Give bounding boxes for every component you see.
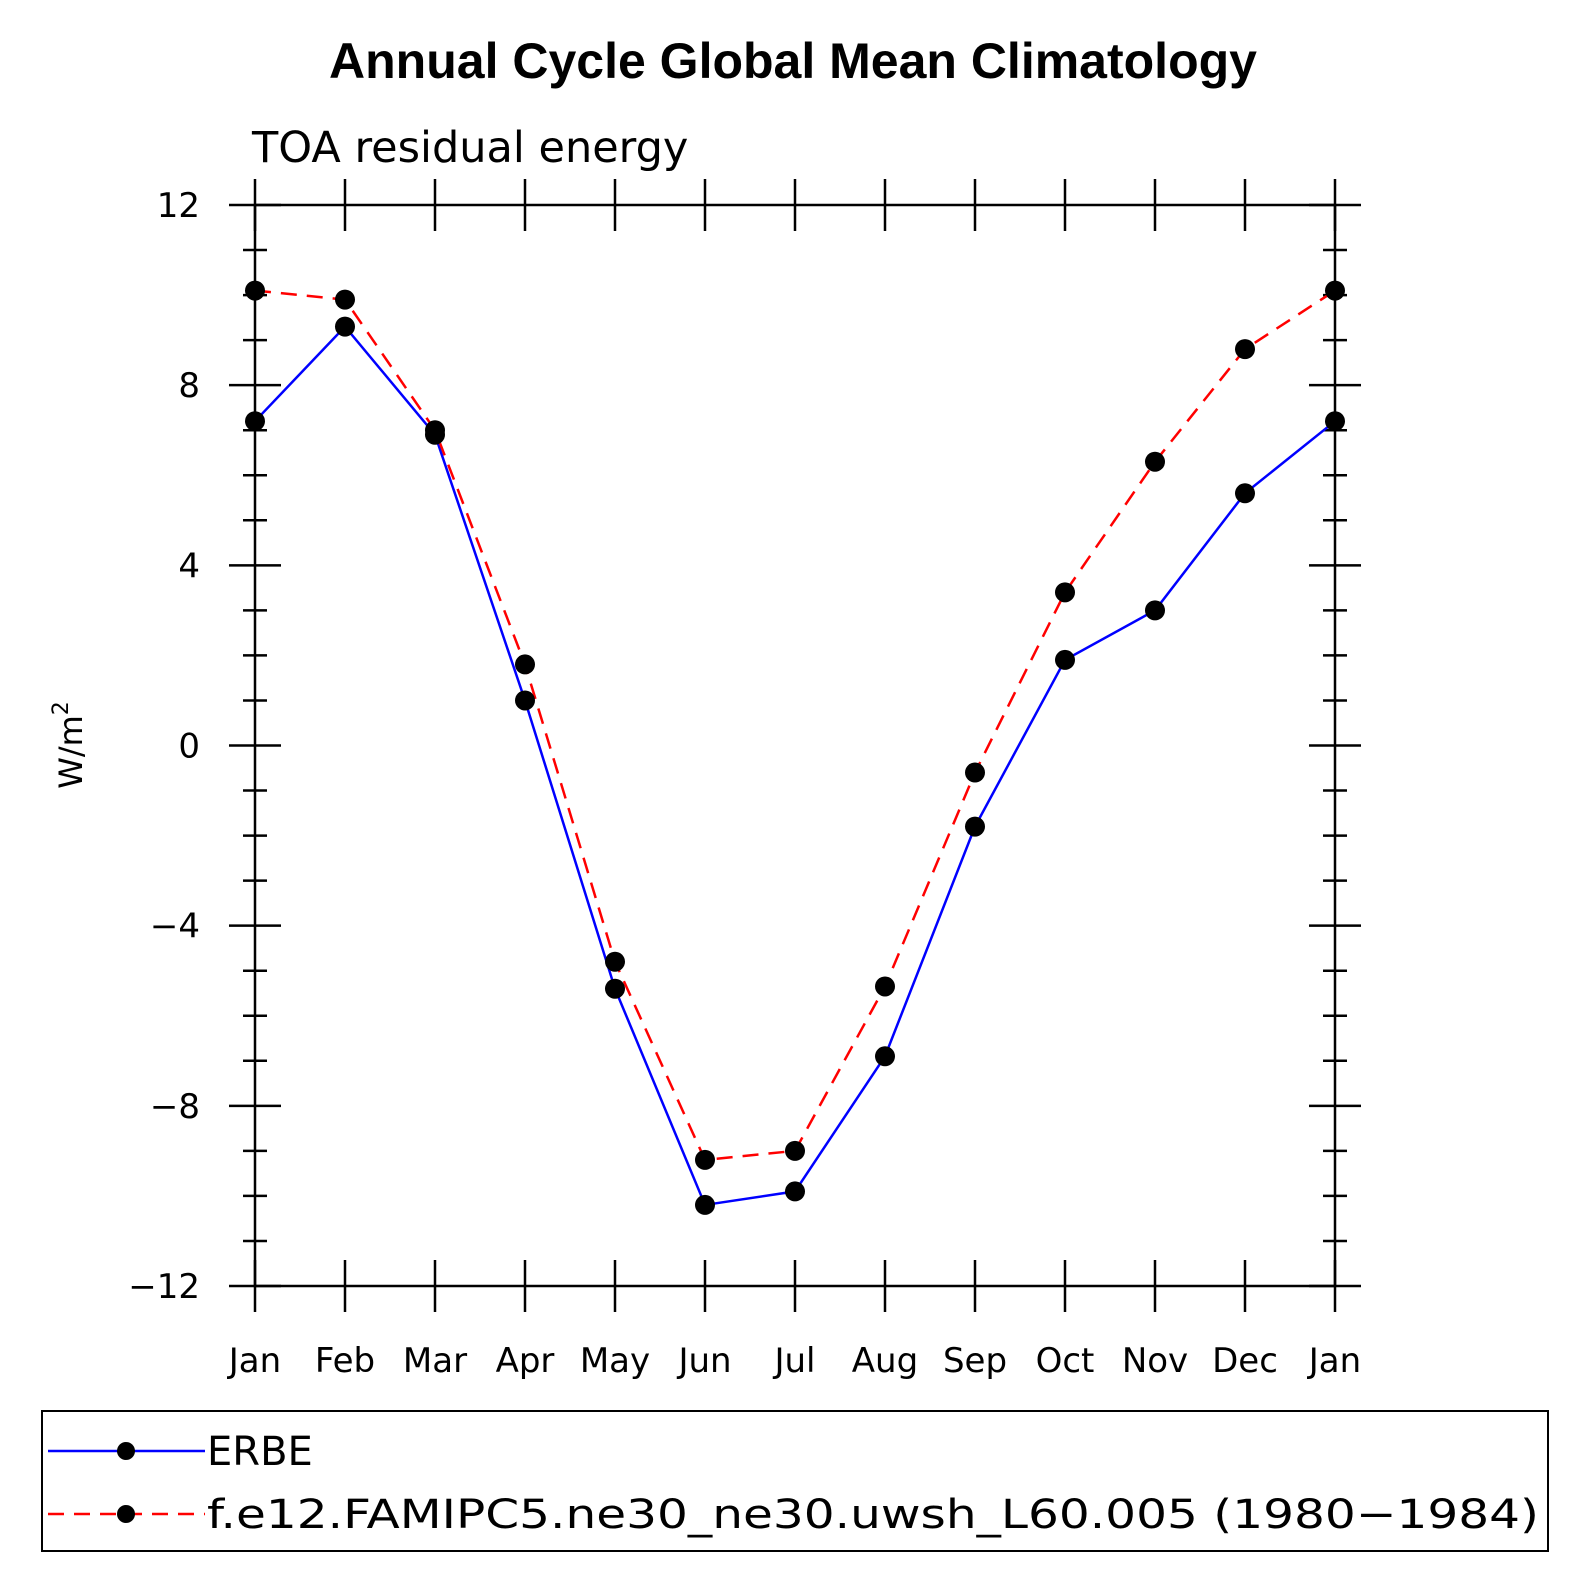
y-tick-labels: −12 −8 −4 0 4 8 12	[128, 186, 200, 1307]
series-0-point	[785, 1181, 805, 1202]
y-tick-label: 4	[178, 546, 200, 586]
y-tick-label: −8	[150, 1087, 200, 1127]
x-tick-label: Jan	[1307, 1341, 1361, 1381]
legend-label-erbe: ERBE	[207, 1429, 313, 1475]
series-0-point	[605, 978, 625, 999]
series-1-point	[1325, 280, 1345, 301]
legend-entry-erbe: ERBE	[48, 1429, 313, 1475]
series-1-point	[785, 1140, 805, 1161]
x-tick-label: Nov	[1122, 1341, 1188, 1381]
series-1-point	[1235, 339, 1255, 360]
y-axis-label-superscript: 2	[49, 701, 74, 715]
y-tick-label: 0	[178, 727, 200, 767]
chart-title: Annual Cycle Global Mean Climatology	[329, 33, 1257, 89]
series-1-point	[1145, 451, 1165, 472]
series-1-point	[425, 420, 445, 441]
x-tick-label: Dec	[1212, 1341, 1278, 1381]
y-tick-label: 8	[178, 366, 200, 406]
x-tick-label: Jul	[772, 1341, 815, 1381]
plot-frame	[253, 203, 1337, 1288]
x-tick-label: Jan	[227, 1341, 281, 1381]
series-1-point	[515, 654, 535, 675]
series-0-point	[695, 1194, 715, 1215]
chart-subtitle: TOA residual energy	[251, 123, 688, 173]
legend-marker-model	[117, 1505, 135, 1523]
x-tick-label: May	[580, 1341, 650, 1381]
legend-box	[41, 1410, 1549, 1552]
series-0-point	[1325, 411, 1345, 432]
series-group	[245, 280, 1345, 1215]
series-line-1	[254, 289, 1336, 1162]
series-0-point	[515, 690, 535, 711]
axis-ticks	[229, 179, 1361, 1312]
y-tick-label: 12	[157, 186, 200, 226]
y-tick-label: −4	[150, 907, 200, 947]
series-1-point	[605, 951, 625, 972]
series-1-point	[965, 762, 985, 783]
series-0-point	[965, 816, 985, 837]
legend-label-model: f.e12.FAMIPC5.ne30_ne30.uwsh_L60.005 (19…	[207, 1492, 1539, 1538]
series-0-point	[1055, 649, 1075, 670]
series-0-point	[335, 316, 355, 337]
x-tick-label: Oct	[1036, 1341, 1095, 1381]
series-1-point	[335, 289, 355, 310]
legend-marker-erbe	[117, 1442, 135, 1460]
x-tick-label: Apr	[496, 1341, 555, 1381]
y-axis-label-unit: W/m	[52, 715, 90, 789]
x-tick-label: Jun	[676, 1341, 731, 1381]
svg-text:W/m2: W/m2	[49, 701, 90, 789]
series-1-point	[245, 280, 265, 301]
series-0-point	[1235, 483, 1255, 504]
x-tick-label: Aug	[852, 1341, 918, 1381]
x-tick-labels: Jan Feb Mar Apr May Jun Jul Aug Sep Oct Nov Dec Jan	[227, 1341, 1361, 1381]
y-axis-label: W/m2	[49, 701, 90, 789]
series-0-point	[1145, 600, 1165, 621]
series-0-point	[875, 1046, 895, 1067]
y-tick-label: −12	[128, 1267, 200, 1307]
series-1-point	[875, 976, 895, 997]
series-1-point	[1055, 582, 1075, 603]
x-tick-label: Mar	[403, 1341, 467, 1381]
series-1-point	[695, 1149, 715, 1170]
x-tick-label: Sep	[943, 1341, 1007, 1381]
x-tick-label: Feb	[315, 1341, 375, 1381]
legend-entry-model: f.e12.FAMIPC5.ne30_ne30.uwsh_L60.005 (19…	[48, 1492, 1539, 1538]
series-0-point	[245, 411, 265, 432]
series-line-0	[254, 324, 1336, 1207]
